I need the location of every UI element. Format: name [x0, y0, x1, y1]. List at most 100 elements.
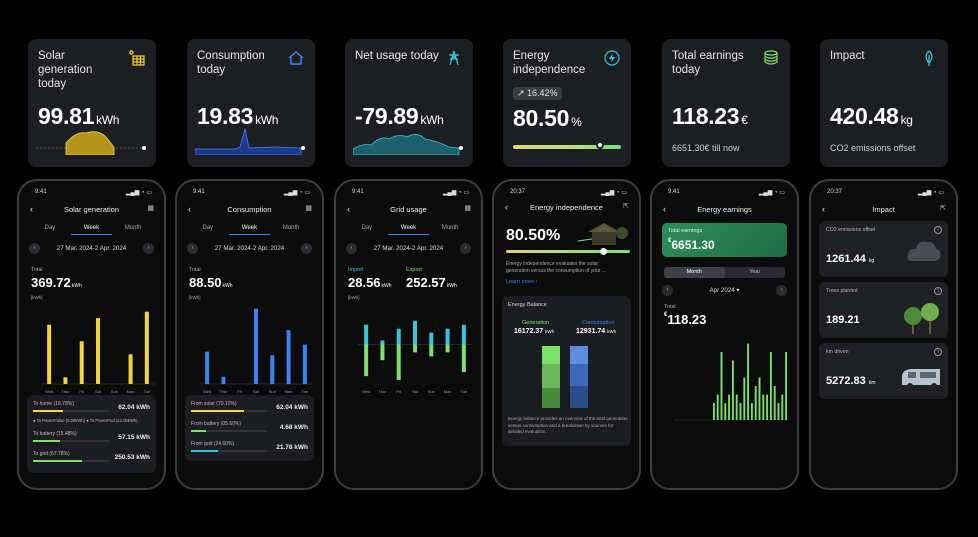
- date-range: 27 Mar. 2024-2 Apr. 2024: [373, 245, 444, 252]
- info-icon[interactable]: i: [934, 287, 942, 295]
- eb-footnote: Energy balance provides an overview of t…: [508, 416, 628, 434]
- tile-label: km driven: [826, 349, 849, 355]
- phone-consumption: 9:41 ▂▄▆ ◔ ▭ ‹ Consumption ▦ Day Week Mon…: [175, 179, 324, 490]
- power-tower-icon: [449, 50, 459, 66]
- chart-bar: [769, 352, 772, 420]
- nav-bar: ‹ Energy independence ⇱: [494, 202, 639, 212]
- chart-bar: [762, 394, 765, 420]
- tab-month[interactable]: Month: [441, 225, 459, 231]
- independence-knob: [600, 248, 607, 255]
- chart-bar: [413, 320, 417, 345]
- chart-bar: [716, 394, 719, 420]
- next-icon[interactable]: ›: [301, 243, 312, 254]
- net-usage-card[interactable]: Net usage today -79.89 kWh: [345, 39, 473, 167]
- tab-week[interactable]: Week: [70, 225, 113, 235]
- screen-title: Grid usage: [390, 205, 427, 214]
- tab-week[interactable]: Week: [228, 225, 271, 235]
- nav-bar: ‹ Solar generation ▦: [19, 204, 164, 214]
- impact-sub: CO2 emissions offset: [830, 143, 916, 153]
- chart-bar: [79, 341, 84, 384]
- trees-icon: [904, 303, 939, 334]
- info-icon[interactable]: i: [934, 348, 942, 356]
- coins-icon: [764, 50, 778, 65]
- chart-bar: [773, 386, 776, 420]
- consumption-bar-chart: Wed Thur Fri Sat Sun Mon Tue: [199, 308, 313, 394]
- segment-month[interactable]: Month: [664, 267, 725, 278]
- tab-month[interactable]: Month: [124, 225, 142, 231]
- total-value: 369.72kWh: [31, 275, 82, 290]
- leaf-icon: [925, 50, 933, 66]
- chart-bar: [396, 344, 401, 381]
- earnings-card[interactable]: Total earnings today 118.23 € 6651.30€ ti…: [662, 39, 790, 167]
- chart-bar: [747, 343, 750, 420]
- calendar-icon[interactable]: ▦: [464, 205, 471, 212]
- next-icon[interactable]: ›: [460, 243, 471, 254]
- export-label: Export: [406, 267, 422, 273]
- net-value: -79.89 kWh: [355, 103, 444, 129]
- chart-bar: [785, 352, 788, 420]
- solar-bar-chart: Wed Thur Fri Sat Sun Mon Tue: [41, 311, 155, 394]
- phone-solar-generation: 9:41 ▂▄▆ ◔ ▭ ‹ Solar generation ▦ Day Wee…: [17, 179, 166, 490]
- independence-percent: 80.50%: [506, 227, 561, 244]
- breakdown-row: To home (16.78%) 62.04 kWh: [33, 401, 150, 412]
- consumption-label: Consumption: [582, 320, 615, 326]
- independence-card[interactable]: Energy independence ↗ 16.42% 80.50%: [503, 39, 631, 167]
- grid-bar-chart: Wed Thur Fri Sat Sun Mon Tue: [358, 320, 472, 394]
- share-icon[interactable]: ⇱: [940, 205, 946, 212]
- calendar-icon[interactable]: ▦: [147, 205, 154, 212]
- earnings-sub: 6651.30€ till now: [672, 143, 740, 153]
- chart-bar: [254, 308, 258, 384]
- x-tick-label: Fri: [79, 389, 84, 394]
- import-label: Import: [348, 267, 364, 273]
- prev-icon[interactable]: ‹: [187, 243, 198, 254]
- back-icon[interactable]: ‹: [30, 204, 33, 214]
- month-label[interactable]: Apr 2024 ▾: [709, 287, 740, 294]
- prev-icon[interactable]: ‹: [662, 285, 673, 296]
- net-sparkline: [353, 134, 463, 155]
- info-icon[interactable]: i: [934, 226, 942, 234]
- chart-bar: [205, 351, 210, 384]
- km-tile[interactable]: km driven i 5272.83 km: [819, 343, 948, 399]
- co2-tile[interactable]: CO2 emissions offset i 1261.44 kg: [819, 221, 948, 277]
- back-icon[interactable]: ‹: [505, 202, 508, 212]
- tab-day[interactable]: Day: [361, 225, 373, 231]
- impact-card[interactable]: Impact 420.48 kg CO2 emissions offset: [820, 39, 948, 167]
- tab-week[interactable]: Week: [387, 225, 430, 235]
- prev-icon[interactable]: ‹: [29, 243, 40, 254]
- consumption-breakdown-panel: From solar (70.10%) 62.04 kWh From batter…: [185, 395, 314, 461]
- back-icon[interactable]: ‹: [188, 204, 191, 214]
- learn-more-link[interactable]: Learn more ›: [506, 279, 538, 285]
- back-icon[interactable]: ‹: [822, 204, 825, 214]
- lightning-icon: [604, 50, 620, 66]
- screen-title: Energy independence: [530, 203, 603, 212]
- back-icon[interactable]: ‹: [347, 204, 350, 214]
- back-icon[interactable]: ‹: [663, 204, 666, 214]
- chart-bar: [754, 386, 757, 420]
- solar-breakdown-panel: To home (16.78%) 62.04 kWh ● To PowerPuls…: [27, 395, 156, 473]
- tab-day[interactable]: Day: [202, 225, 214, 231]
- breakdown-row: To battery (15.48%) 57.15 kWh: [33, 431, 150, 442]
- x-tick-label: Tue: [143, 389, 151, 394]
- tab-day[interactable]: Day: [44, 225, 56, 231]
- nav-bar: ‹ Energy earnings: [652, 204, 797, 214]
- trees-tile[interactable]: Trees planted i 189.21: [819, 282, 948, 338]
- next-icon[interactable]: ›: [143, 243, 154, 254]
- date-range: 27 Mar. 2024-2 Apr. 2024: [214, 245, 285, 252]
- independence-bar: [513, 145, 621, 149]
- total-value: €118.23: [664, 312, 707, 327]
- consumption-card[interactable]: Consumption today 19.83 kWh: [187, 39, 315, 167]
- prev-icon[interactable]: ‹: [346, 243, 357, 254]
- share-icon[interactable]: ⇱: [623, 203, 629, 210]
- calendar-icon[interactable]: ▦: [305, 205, 312, 212]
- chart-bar: [445, 344, 450, 353]
- tab-month[interactable]: Month: [282, 225, 300, 231]
- x-tick-label: Sat: [253, 389, 260, 394]
- chart-bar: [445, 328, 450, 345]
- solar-card[interactable]: Solar generation today 99.81 kWh: [28, 39, 156, 167]
- axis-unit: [kWh]: [348, 295, 360, 300]
- next-icon[interactable]: ›: [776, 285, 787, 296]
- tile-value: 189.21: [826, 314, 860, 326]
- segment-year[interactable]: Year: [749, 269, 761, 275]
- impact-value: 420.48 kg: [830, 103, 913, 129]
- chart-bar: [781, 394, 784, 420]
